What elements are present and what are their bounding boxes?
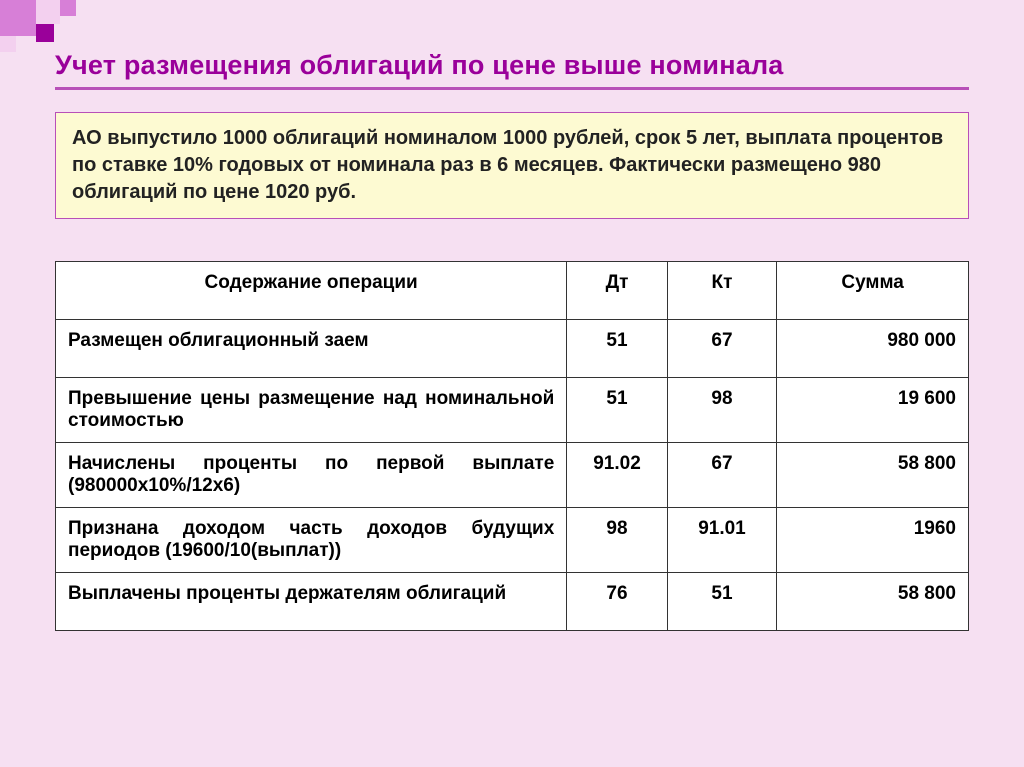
cell-operation: Начислены проценты по первой выплате (98… [56,443,567,508]
cell-kt: 51 [667,573,777,631]
deco-square [36,0,60,24]
col-header-kt: Кт [667,262,777,320]
table-row: Превышение цены размещение над номинальн… [56,378,969,443]
table-row: Признана доходом часть доходов будущих п… [56,508,969,573]
cell-sum: 1960 [777,508,969,573]
col-header-operation: Содержание операции [56,262,567,320]
cell-dt: 91.02 [567,443,667,508]
cell-operation: Размещен облигационный заем [56,320,567,378]
col-header-sum: Сумма [777,262,969,320]
slide-title: Учет размещения облигаций по цене выше н… [55,50,969,90]
cell-sum: 19 600 [777,378,969,443]
cell-sum: 58 800 [777,573,969,631]
deco-square [60,0,76,16]
deco-square [0,0,36,36]
slide-content: Учет размещения облигаций по цене выше н… [0,0,1024,631]
table-row: Выплачены проценты держателям облигаций7… [56,573,969,631]
table-row: Размещен облигационный заем5167980 000 [56,320,969,378]
info-box: АО выпустило 1000 облигаций номиналом 10… [55,112,969,219]
cell-kt: 67 [667,320,777,378]
corner-decoration [0,0,150,60]
cell-operation: Признана доходом часть доходов будущих п… [56,508,567,573]
deco-square [0,36,16,52]
col-header-dt: Дт [567,262,667,320]
table-header-row: Содержание операции Дт Кт Сумма [56,262,969,320]
deco-square [36,24,54,42]
cell-sum: 58 800 [777,443,969,508]
cell-dt: 51 [567,320,667,378]
cell-operation: Превышение цены размещение над номинальн… [56,378,567,443]
table-row: Начислены проценты по первой выплате (98… [56,443,969,508]
cell-kt: 91.01 [667,508,777,573]
cell-sum: 980 000 [777,320,969,378]
cell-kt: 98 [667,378,777,443]
cell-kt: 67 [667,443,777,508]
cell-dt: 76 [567,573,667,631]
accounting-table: Содержание операции Дт Кт Сумма Размещен… [55,261,969,631]
cell-dt: 51 [567,378,667,443]
cell-dt: 98 [567,508,667,573]
cell-operation: Выплачены проценты держателям облигаций [56,573,567,631]
